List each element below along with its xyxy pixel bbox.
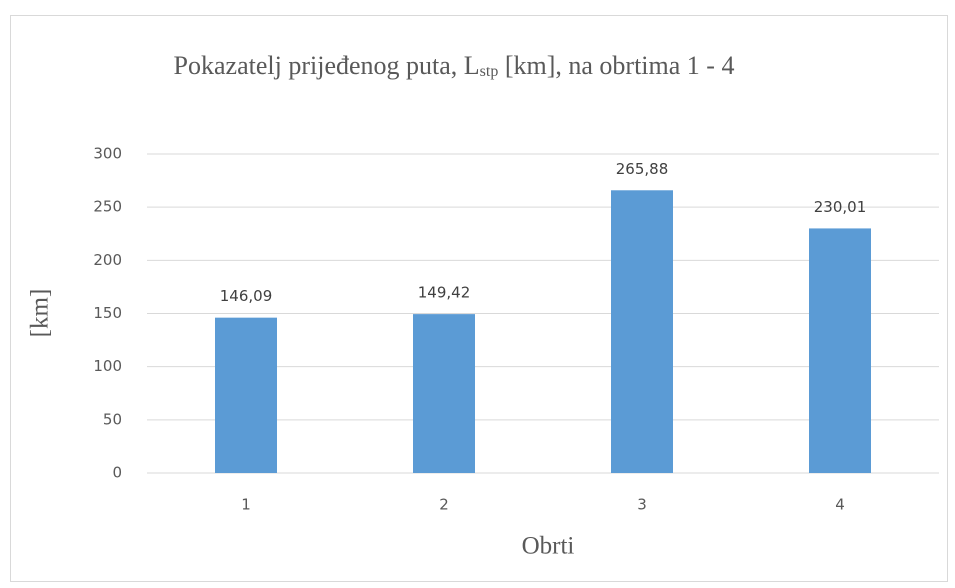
y-axis-label: [km] [27,289,54,338]
data-label: 230,01 [814,198,867,216]
title-subscript: stp [480,63,499,80]
title-part: [km], na obrtima 1 - 4 [498,51,734,80]
data-label: 146,09 [220,287,273,305]
y-tick-label: 300 [93,145,122,163]
x-tick-label: 4 [835,496,845,514]
chart-border [10,15,948,582]
y-tick-label: 50 [103,410,122,428]
data-label: 265,88 [616,160,669,178]
x-tick-label: 3 [637,496,647,514]
x-tick-label: 2 [439,496,449,514]
y-tick-label: 0 [112,464,122,482]
y-tick-label: 150 [93,304,122,322]
chart-title: Pokazatelj prijeđenog puta, Lstp [km], n… [174,51,735,81]
y-tick-label: 100 [93,357,122,375]
y-tick-label: 250 [93,198,122,216]
bar [215,317,277,473]
title-part: Pokazatelj prijeđenog puta, L [174,51,480,80]
y-tick-label: 200 [93,251,122,269]
data-label: 149,42 [418,284,471,302]
bar [413,314,475,473]
bar [611,190,673,473]
bar [809,228,871,473]
x-axis-label: Obrti [522,533,575,560]
x-tick-label: 1 [241,496,251,514]
